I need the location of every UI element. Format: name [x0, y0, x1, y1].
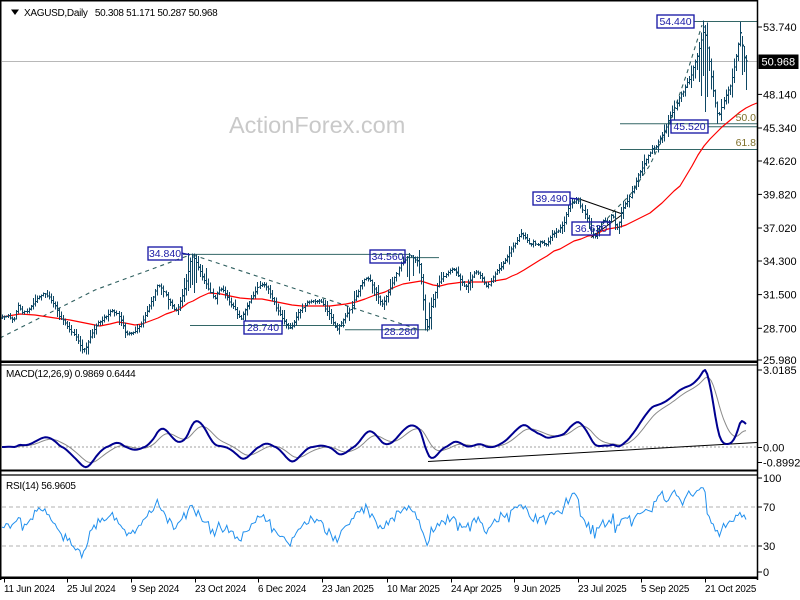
svg-text:53.740: 53.740 — [763, 22, 797, 34]
svg-text:0: 0 — [763, 567, 769, 579]
svg-text:25.980: 25.980 — [763, 355, 797, 367]
svg-text:ActionForex.com: ActionForex.com — [229, 112, 405, 138]
svg-text:3.0185: 3.0185 — [763, 365, 797, 377]
svg-text:XAGUSD,Daily 50.308 51.171 50: XAGUSD,Daily 50.308 51.171 50.287 50.968 — [24, 8, 218, 19]
svg-text:39.490: 39.490 — [535, 193, 567, 205]
svg-text:6 Dec 2024: 6 Dec 2024 — [258, 584, 307, 595]
svg-text:31.500: 31.500 — [763, 290, 797, 302]
svg-text:28.700: 28.700 — [763, 323, 797, 335]
svg-text:MACD(12,26,9) 0.9869 0.6444: MACD(12,26,9) 0.9869 0.6444 — [6, 369, 136, 380]
svg-text:24 Apr 2025: 24 Apr 2025 — [451, 584, 502, 595]
svg-text:9 Sep 2024: 9 Sep 2024 — [131, 584, 180, 595]
svg-text:RSI(14) 56.9605: RSI(14) 56.9605 — [6, 481, 76, 492]
svg-text:42.620: 42.620 — [763, 156, 797, 168]
svg-text:34.560: 34.560 — [371, 251, 403, 263]
svg-text:70: 70 — [763, 502, 775, 514]
svg-text:100: 100 — [763, 473, 781, 485]
svg-text:34.300: 34.300 — [763, 256, 797, 268]
svg-text:23 Jan 2025: 23 Jan 2025 — [322, 584, 374, 595]
svg-text:48.140: 48.140 — [763, 89, 797, 101]
svg-text:10 Mar 2025: 10 Mar 2025 — [387, 584, 441, 595]
svg-text:9 Jun 2025: 9 Jun 2025 — [514, 584, 561, 595]
svg-text:28.740: 28.740 — [247, 322, 279, 334]
svg-text:45.340: 45.340 — [763, 123, 797, 135]
svg-text:0.00: 0.00 — [763, 443, 784, 455]
svg-text:50.968: 50.968 — [762, 57, 796, 69]
svg-text:28.280: 28.280 — [384, 326, 416, 338]
svg-text:45.520: 45.520 — [673, 121, 705, 133]
svg-text:54.440: 54.440 — [659, 16, 691, 28]
svg-text:25 Jul 2024: 25 Jul 2024 — [67, 584, 116, 595]
svg-text:23 Jul 2025: 23 Jul 2025 — [578, 584, 627, 595]
svg-text:-0.8992: -0.8992 — [763, 458, 800, 470]
svg-text:30: 30 — [763, 541, 775, 553]
svg-text:34.840: 34.840 — [149, 248, 181, 260]
svg-text:5 Sep 2025: 5 Sep 2025 — [641, 584, 690, 595]
svg-text:61.8: 61.8 — [736, 137, 757, 149]
svg-text:11 Jun 2024: 11 Jun 2024 — [4, 584, 56, 595]
svg-text:50.0: 50.0 — [736, 112, 757, 124]
svg-text:21 Oct 2025: 21 Oct 2025 — [705, 584, 757, 595]
svg-text:23 Oct 2024: 23 Oct 2024 — [195, 584, 247, 595]
svg-text:39.820: 39.820 — [763, 189, 797, 201]
svg-text:36.630: 36.630 — [575, 223, 607, 235]
svg-text:37.020: 37.020 — [763, 223, 797, 235]
